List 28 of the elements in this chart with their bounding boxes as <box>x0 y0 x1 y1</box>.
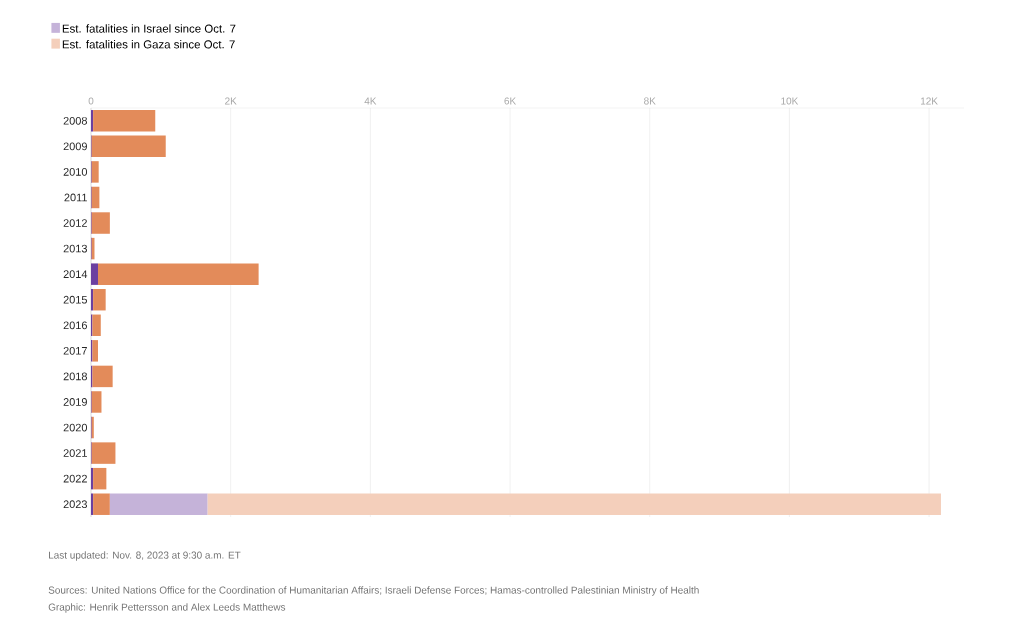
y-tick-label: 2018 <box>63 372 87 381</box>
y-tick-label: 2019 <box>63 398 87 406</box>
y-tick-label: 2023 <box>63 500 87 509</box>
text: Graphic: Henrik Pettersson and Alex Leeds Matthews <box>48 603 286 613</box>
y-tick-label: 2012 <box>63 219 87 227</box>
y-tick-label: 2014 <box>63 270 88 279</box>
y-tick-label: 2021 <box>63 449 87 457</box>
y-tick-label: 2017 <box>63 346 87 355</box>
y-tick-label: 2020 <box>63 423 88 432</box>
x-tick-label: 0 <box>88 97 94 105</box>
y-tick-label: 2009 <box>63 142 87 151</box>
y-tick-label: 2010 <box>63 168 88 176</box>
y-tick-label: 2016 <box>63 321 87 330</box>
y-tick-label: 2022 <box>63 474 87 483</box>
legend-label: Est. fatalities in Israel since Oct. 7 <box>62 24 236 33</box>
x-tick-label: 4K <box>364 97 377 105</box>
y-tick-label: 2015 <box>63 295 88 304</box>
source-note: Sources: United Nations Office for the Coordination of Humanitarian Affairs; Israeli Defense Forces; Hamas-controlled Palestinian Ministry of Health <box>48 586 699 596</box>
y-tick-label: 2008 <box>63 116 87 125</box>
text: Last updated: Nov. 8, 2023 at 9:30 a.m. ET <box>49 551 241 561</box>
x-tick-label: 12K <box>920 97 938 105</box>
y-tick-label: 2013 <box>63 244 87 253</box>
x-tick-label: 2K <box>225 97 237 105</box>
x-tick-label: 8K <box>644 97 656 105</box>
x-tick-label: 10K <box>781 97 799 105</box>
legend-label: Est. fatalities in Gaza since Oct. 7 <box>62 40 235 49</box>
x-tick-label: 6K <box>504 97 517 105</box>
y-tick-label: 2011 <box>64 193 87 202</box>
